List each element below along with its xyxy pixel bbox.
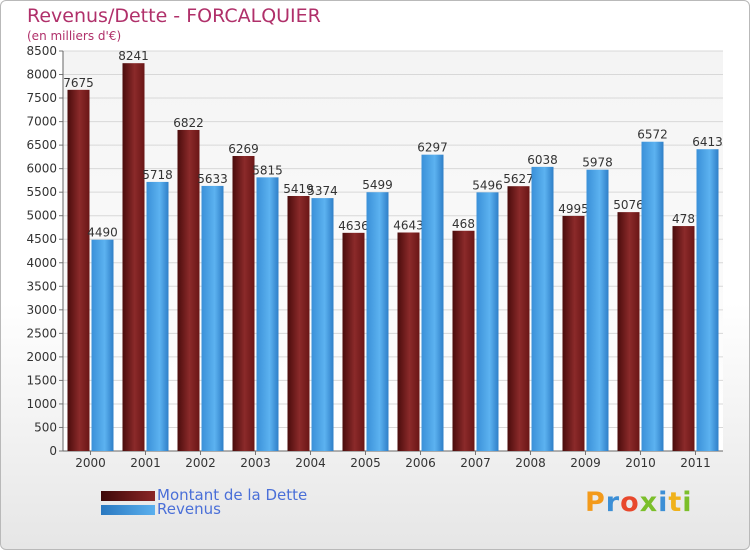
bar-revenue [91,239,114,451]
bar-revenue [311,198,334,451]
y-tick-label: 4500 [26,232,57,246]
y-tick-label: 500 [34,420,57,434]
legend-swatch-revenue [101,505,155,515]
proxiti-logo: Proxiti [585,487,693,518]
logo-letter: o [620,487,640,518]
bar-revenue [476,192,499,452]
bar-debt [672,226,695,451]
data-label-debt: 478 [672,212,695,226]
plot-area [63,51,723,451]
bar-debt [287,195,310,451]
logo-letter: P [585,487,606,518]
x-tick-label: 2006 [405,456,436,470]
logo-letter: r [605,487,621,518]
x-tick-label: 2001 [130,456,161,470]
data-label-debt: 5419 [283,182,314,196]
bar-revenue [531,166,554,451]
data-label-debt: 4643 [393,219,424,233]
y-tick-label: 3500 [26,279,57,293]
x-tick-label: 2007 [460,456,491,470]
bar-debt [562,215,585,451]
data-label-debt: 6822 [173,116,204,130]
y-tick-label: 6500 [26,138,57,152]
bar-revenue [366,192,389,452]
y-tick-label: 8500 [26,44,57,58]
x-tick-label: 2002 [185,456,216,470]
data-label-debt: 8241 [118,49,149,63]
x-tick-label: 2010 [625,456,656,470]
data-label-revenue: 6038 [527,153,558,167]
legend-label-revenue: Revenus [157,500,221,518]
data-label-revenue: 6572 [637,128,668,142]
x-tick-label: 2005 [350,456,381,470]
bar-debt [342,232,365,451]
data-label-revenue: 5633 [197,172,228,186]
x-tick-label: 2011 [680,456,711,470]
bar-revenue [586,169,609,451]
data-label-debt: 4995 [558,202,589,216]
bar-debt [177,129,200,451]
legend-label-debt: Montant de la Dette [157,486,308,504]
data-label-revenue: 4490 [87,226,118,240]
data-label-debt: 4636 [338,219,369,233]
y-tick-label: 4000 [26,256,57,270]
y-tick-label: 6000 [26,162,57,176]
data-label-revenue: 5815 [252,163,283,177]
y-tick-label: 1000 [26,397,57,411]
x-tick-label: 2003 [240,456,271,470]
data-label-debt: 6269 [228,142,259,156]
bar-revenue [201,185,224,451]
data-label-revenue: 5718 [142,168,173,182]
y-tick-label: 0 [49,444,57,458]
x-tick-label: 2008 [515,456,546,470]
bar-debt [67,89,90,451]
bar-debt [232,155,255,452]
bar-revenue [256,177,279,451]
y-tick-label: 1500 [26,373,57,387]
bar-revenue [696,149,719,451]
data-label-revenue: 5496 [472,178,503,192]
data-label-revenue: 5978 [582,156,613,170]
data-label-debt: 468 [452,217,475,231]
data-label-debt: 7675 [63,76,94,90]
bar-revenue [641,141,664,451]
y-tick-label: 7500 [26,91,57,105]
legend-swatch-debt [101,491,155,501]
data-label-revenue: 6413 [692,135,723,149]
y-tick-label: 2000 [26,350,57,364]
bar-debt [122,63,145,452]
x-tick-label: 2000 [75,456,106,470]
bar-debt [452,230,475,451]
data-label-debt: 5627 [503,172,534,186]
y-tick-label: 5500 [26,185,57,199]
y-tick-label: 7000 [26,115,57,129]
y-tick-label: 5000 [26,209,57,223]
bar-debt [617,212,640,451]
y-tick-label: 2500 [26,326,57,340]
bar-revenue [421,154,444,451]
data-label-revenue: 6297 [417,141,448,155]
bar-debt [507,186,530,451]
data-label-revenue: 5374 [307,184,338,198]
chart-title: Revenus/Dette - FORCALQUIER [27,5,321,27]
bar-revenue [146,181,169,451]
logo-letter: i [682,487,693,518]
logo-letter: t [668,487,683,518]
x-tick-label: 2004 [295,456,326,470]
x-tick-label: 2009 [570,456,601,470]
chart-subtitle: (en milliers d'€) [27,29,122,43]
y-tick-label: 3000 [26,303,57,317]
logo-letter: i [658,487,669,518]
data-label-revenue: 5499 [362,178,393,192]
bar-debt [397,232,420,451]
data-label-debt: 5076 [613,198,644,212]
y-tick-label: 8000 [26,68,57,82]
logo-letter: x [639,487,659,518]
